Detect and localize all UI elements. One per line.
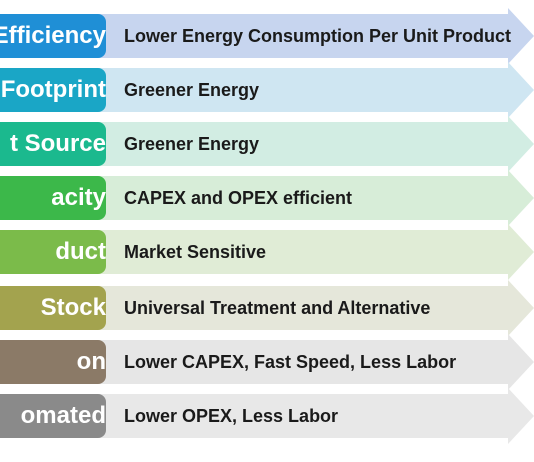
row-4: acity CAPEX and OPEX efficient (0, 170, 534, 226)
row-7: on Lower CAPEX, Fast Speed, Less Labor (0, 334, 534, 390)
row-2: Footprint Greener Energy (0, 62, 534, 118)
arrow-shape (80, 62, 534, 118)
benefit-description: Lower CAPEX, Fast Speed, Less Labor (124, 352, 457, 372)
category-label-box: Footprint (0, 68, 106, 112)
category-label-box: Efficiency (0, 14, 106, 58)
arrow-shape (80, 280, 534, 336)
category-label: Efficiency (0, 22, 106, 49)
category-label: Stock (40, 294, 106, 321)
benefit-description: Greener Energy (124, 134, 260, 154)
category-label: omated (20, 402, 106, 429)
arrow-shape (80, 388, 534, 444)
row-3: t Source Greener Energy (0, 116, 534, 172)
arrow-shape (80, 334, 534, 390)
category-label-box: duct (0, 230, 106, 274)
benefit-description: Universal Treatment and Alternative (124, 298, 431, 318)
category-label: t Source (9, 130, 106, 157)
arrow-shape (80, 224, 534, 280)
row-6: Stock Universal Treatment and Alternativ… (0, 280, 534, 336)
benefit-description: Market Sensitive (124, 242, 267, 262)
category-label: duct (55, 238, 106, 265)
row-8: omated Lower OPEX, Less Labor (0, 388, 534, 444)
category-label-box: acity (0, 176, 106, 220)
category-label-box: t Source (0, 122, 106, 166)
category-label-box: Stock (0, 286, 106, 330)
category-label: on (76, 348, 106, 375)
benefit-description: Lower Energy Consumption Per Unit Produc… (124, 26, 512, 46)
category-label: acity (51, 184, 106, 211)
arrow-shape (80, 116, 534, 172)
benefit-description: Greener Energy (124, 80, 260, 100)
benefit-description: Lower OPEX, Less Labor (124, 406, 339, 426)
category-label-box: on (0, 340, 106, 384)
category-label-box: omated (0, 394, 106, 438)
arrow-shape (80, 8, 534, 64)
category-label: Footprint (0, 76, 106, 103)
row-5: duct Market Sensitive (0, 224, 534, 280)
arrow-shape (80, 170, 534, 226)
row-1: Efficiency Lower Energy Consumption Per … (0, 8, 534, 64)
benefit-description: CAPEX and OPEX efficient (124, 188, 353, 208)
